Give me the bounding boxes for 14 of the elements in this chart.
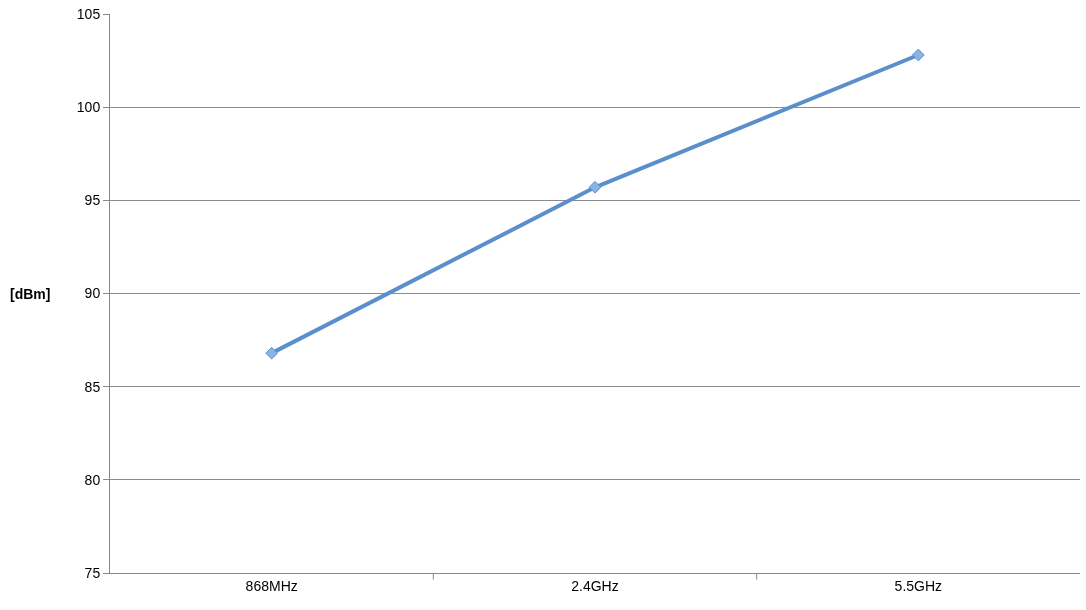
- point: [265, 346, 279, 360]
- y-axis-title: [dBm]: [10, 286, 51, 302]
- y-tick-label: 80: [84, 471, 101, 488]
- y-tick-label: 95: [84, 192, 101, 209]
- x-tick-label: 5.5GHz: [894, 577, 943, 594]
- x-tick-label: 2.4GHz: [571, 577, 619, 594]
- x-tick-label: 868MHz: [245, 577, 298, 594]
- y-tick-label: 105: [76, 5, 101, 22]
- point: [911, 48, 925, 62]
- y-tick-label: 75: [84, 564, 101, 581]
- y-tick-label: 100: [76, 99, 101, 116]
- y-tick-label: 90: [84, 285, 101, 302]
- y-tick-label: 85: [84, 378, 101, 395]
- point: [588, 180, 602, 194]
